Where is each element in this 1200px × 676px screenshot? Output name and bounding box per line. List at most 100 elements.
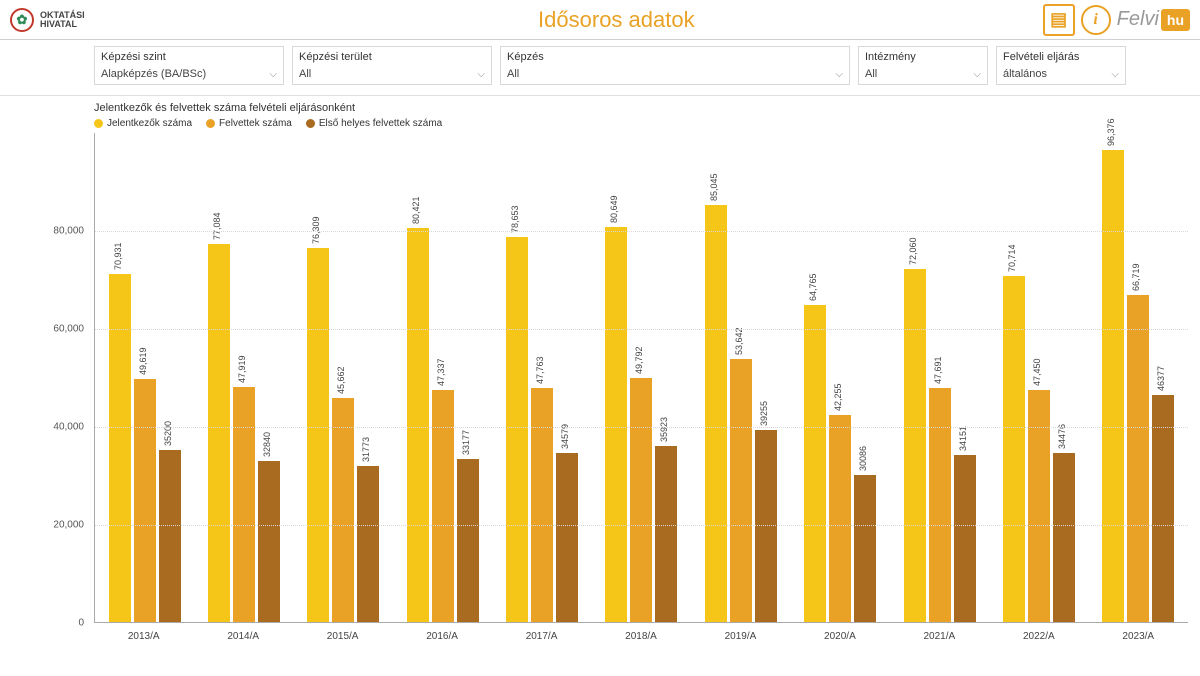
bar-value-label: 31773 [361,437,371,462]
info-icon[interactable]: i [1081,5,1111,35]
bar[interactable]: 35923 [655,446,677,622]
bar-value-label: 49,619 [138,347,148,375]
y-axis: 020,00040,00060,00080,000 [20,133,92,623]
book-icon[interactable]: ▤ [1043,4,1075,36]
filter-value: Alapképzés (BA/BSc) [101,68,206,80]
bar[interactable]: 49,619 [134,379,156,622]
page-title: Idősoros adatok [190,7,1043,33]
bar-value-label: 33177 [461,430,471,455]
bar[interactable]: 49,792 [630,378,652,622]
legend-swatch [306,119,315,128]
x-tick-label: 2016/A [392,625,491,653]
grid-line [95,427,1188,428]
bar[interactable]: 77,084 [208,244,230,622]
bar-value-label: 47,337 [436,359,446,387]
filter-select[interactable]: általános⌵ [1003,66,1119,80]
bar[interactable]: 70,931 [109,274,131,622]
logo-text-line2: HIVATAL [40,20,85,29]
felvi-text: Felvi [1117,8,1159,31]
filter-value: általános [1003,68,1047,80]
filter-select[interactable]: All⌵ [865,66,981,80]
bar-value-label: 96,376 [1106,118,1116,146]
bar-value-label: 70,714 [1007,244,1017,272]
x-tick-label: 2020/A [790,625,889,653]
x-tick-label: 2018/A [591,625,690,653]
oktatasi-hivatal-logo: ✿ OKTATÁSI HIVATAL [10,8,190,32]
bar-group: 76,30945,66231773 [294,133,393,622]
bar-value-label: 47,691 [933,357,943,385]
legend-item: Felvettek száma [206,118,292,129]
bar[interactable]: 47,691 [929,388,951,622]
bar[interactable]: 80,649 [605,227,627,622]
bar-value-label: 30086 [858,446,868,471]
bar[interactable]: 64,765 [804,305,826,622]
bar[interactable]: 47,763 [531,388,553,622]
bar[interactable]: 96,376 [1102,150,1124,622]
bar-value-label: 70,931 [113,243,123,271]
x-tick-label: 2015/A [293,625,392,653]
bar[interactable]: 72,060 [904,269,926,622]
bar[interactable]: 32840 [258,461,280,622]
filter-select[interactable]: All⌵ [299,66,485,80]
bar[interactable]: 30086 [854,475,876,622]
bar[interactable]: 80,421 [407,228,429,622]
filter-label: Képzési szint [101,51,277,63]
bar-value-label: 53,642 [734,328,744,356]
bar[interactable]: 85,045 [705,205,727,622]
bar-value-label: 78,653 [510,205,520,233]
filter-select[interactable]: All⌵ [507,66,843,80]
logo-icon: ✿ [10,8,34,32]
bar[interactable]: 76,309 [307,248,329,622]
bar-value-label: 35923 [659,417,669,442]
bar[interactable]: 47,337 [432,390,454,622]
bar[interactable]: 46377 [1152,395,1174,622]
bar[interactable]: 47,450 [1028,390,1050,623]
bar[interactable]: 45,662 [332,398,354,622]
grid-line [95,329,1188,330]
bar[interactable]: 78,653 [506,237,528,622]
bar-group: 77,08447,91932840 [194,133,293,622]
filter-value: All [299,68,311,80]
logo-text: OKTATÁSI HIVATAL [40,11,85,29]
bar-value-label: 39255 [759,401,769,426]
filter-select[interactable]: Alapképzés (BA/BSc)⌵ [101,66,277,80]
plot-area: 70,93149,6193520077,08447,9193284076,309… [94,133,1188,623]
bar[interactable]: 33177 [457,459,479,622]
bar-value-label: 47,919 [237,356,247,384]
chevron-down-icon: ⌵ [835,69,843,80]
bar[interactable]: 34476 [1053,453,1075,622]
bar[interactable]: 66,719 [1127,295,1149,622]
bar[interactable]: 31773 [357,466,379,622]
chart-subtitle: Jelentkezők és felvettek száma felvételi… [0,96,1200,116]
bar-value-label: 47,763 [535,356,545,384]
bar-group: 70,93149,61935200 [95,133,194,622]
x-tick-label: 2017/A [492,625,591,653]
bar[interactable]: 70,714 [1003,276,1025,622]
bar-group: 85,04553,64239255 [691,133,790,622]
legend-item: Első helyes felvettek száma [306,118,442,129]
bar[interactable]: 53,642 [730,359,752,622]
filter-3[interactable]: IntézményAll⌵ [858,46,988,85]
bar-value-label: 42,255 [833,383,843,411]
bar[interactable]: 47,919 [233,387,255,622]
bar[interactable]: 34579 [556,453,578,622]
filter-4[interactable]: Felvételi eljárásáltalános⌵ [996,46,1126,85]
bar[interactable]: 34151 [954,455,976,622]
bar-value-label: 72,060 [908,237,918,265]
felvi-logo[interactable]: Felvi hu [1117,8,1190,31]
bar[interactable]: 42,255 [829,415,851,622]
filter-0[interactable]: Képzési szint Alapképzés (BA/BSc)⌵ [94,46,284,85]
bar-value-label: 49,792 [634,347,644,375]
filter-2[interactable]: KépzésAll⌵ [500,46,850,85]
bar-group: 80,64949,79235923 [592,133,691,622]
bar[interactable]: 35200 [159,450,181,622]
chevron-down-icon: ⌵ [973,69,981,80]
legend-swatch [206,119,215,128]
filter-label: Képzési terület [299,51,485,63]
y-tick-label: 0 [78,618,84,629]
bar-groups: 70,93149,6193520077,08447,9193284076,309… [95,133,1188,622]
bar-group: 96,37666,71946377 [1089,133,1188,622]
filter-1[interactable]: Képzési terület All⌵ [292,46,492,85]
grid-line [95,231,1188,232]
bar-value-label: 66,719 [1131,264,1141,292]
